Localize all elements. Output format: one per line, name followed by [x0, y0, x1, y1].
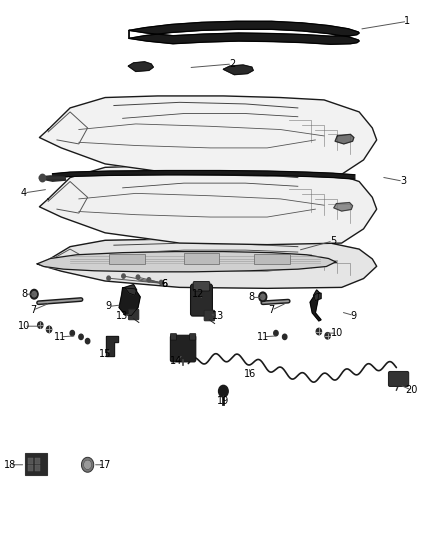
FancyBboxPatch shape — [170, 335, 196, 362]
FancyBboxPatch shape — [254, 254, 290, 264]
FancyBboxPatch shape — [35, 458, 40, 464]
Text: 13: 13 — [212, 311, 224, 320]
Text: 1: 1 — [404, 17, 410, 26]
Text: 16: 16 — [244, 369, 256, 379]
Text: 18: 18 — [4, 460, 16, 470]
FancyBboxPatch shape — [28, 465, 33, 471]
FancyBboxPatch shape — [191, 284, 212, 316]
Polygon shape — [335, 134, 354, 144]
Circle shape — [261, 294, 265, 300]
Text: 13: 13 — [116, 311, 128, 320]
Text: 19: 19 — [217, 396, 230, 406]
Circle shape — [122, 274, 125, 278]
Polygon shape — [334, 203, 353, 211]
Polygon shape — [223, 65, 253, 75]
Text: 6: 6 — [161, 279, 167, 288]
Text: 7: 7 — [268, 305, 275, 315]
Text: 10: 10 — [331, 328, 343, 338]
Text: 12: 12 — [192, 289, 204, 299]
Polygon shape — [53, 171, 355, 179]
Text: 8: 8 — [21, 289, 27, 299]
Text: 11: 11 — [257, 332, 269, 342]
Circle shape — [147, 278, 151, 282]
Text: 8: 8 — [249, 293, 255, 302]
Polygon shape — [39, 176, 66, 181]
Circle shape — [136, 275, 140, 279]
Text: 15: 15 — [99, 350, 111, 359]
Polygon shape — [39, 96, 377, 176]
FancyBboxPatch shape — [35, 465, 40, 471]
Text: 3: 3 — [400, 176, 406, 186]
Text: 17: 17 — [99, 460, 111, 470]
Polygon shape — [39, 166, 377, 245]
Text: 9: 9 — [106, 302, 112, 311]
Polygon shape — [37, 252, 336, 272]
Circle shape — [32, 292, 36, 297]
Wedge shape — [81, 457, 94, 472]
FancyBboxPatch shape — [389, 372, 409, 386]
Text: 20: 20 — [406, 385, 418, 395]
Circle shape — [259, 292, 267, 302]
Circle shape — [274, 330, 278, 336]
Circle shape — [283, 334, 287, 340]
Text: 14: 14 — [170, 357, 182, 366]
Circle shape — [159, 280, 163, 285]
Polygon shape — [310, 293, 321, 321]
Circle shape — [70, 330, 74, 336]
FancyBboxPatch shape — [25, 453, 47, 475]
Polygon shape — [129, 21, 359, 44]
Text: 6: 6 — [161, 279, 167, 288]
Circle shape — [85, 461, 91, 469]
Polygon shape — [128, 62, 153, 71]
Circle shape — [219, 385, 228, 397]
Text: 9: 9 — [351, 311, 357, 320]
Text: 4: 4 — [21, 188, 27, 198]
Text: 5: 5 — [330, 236, 336, 246]
Text: 10: 10 — [18, 321, 30, 331]
Circle shape — [85, 338, 90, 344]
Circle shape — [107, 276, 110, 280]
Text: 7: 7 — [30, 305, 36, 315]
FancyBboxPatch shape — [184, 253, 219, 264]
Text: 11: 11 — [54, 332, 67, 342]
Circle shape — [316, 328, 321, 335]
FancyBboxPatch shape — [28, 458, 33, 464]
Circle shape — [39, 174, 46, 182]
Polygon shape — [314, 290, 321, 301]
FancyBboxPatch shape — [190, 334, 196, 340]
Circle shape — [30, 289, 38, 299]
Text: 2: 2 — [229, 59, 235, 69]
Circle shape — [79, 334, 83, 340]
FancyBboxPatch shape — [109, 254, 145, 264]
Circle shape — [325, 333, 330, 339]
Polygon shape — [106, 336, 118, 356]
FancyBboxPatch shape — [170, 334, 177, 340]
FancyBboxPatch shape — [204, 310, 215, 321]
FancyBboxPatch shape — [193, 281, 210, 291]
Circle shape — [46, 326, 52, 333]
Polygon shape — [39, 239, 377, 288]
Polygon shape — [119, 288, 140, 316]
Polygon shape — [124, 285, 137, 295]
FancyBboxPatch shape — [128, 309, 139, 320]
Circle shape — [38, 322, 43, 328]
